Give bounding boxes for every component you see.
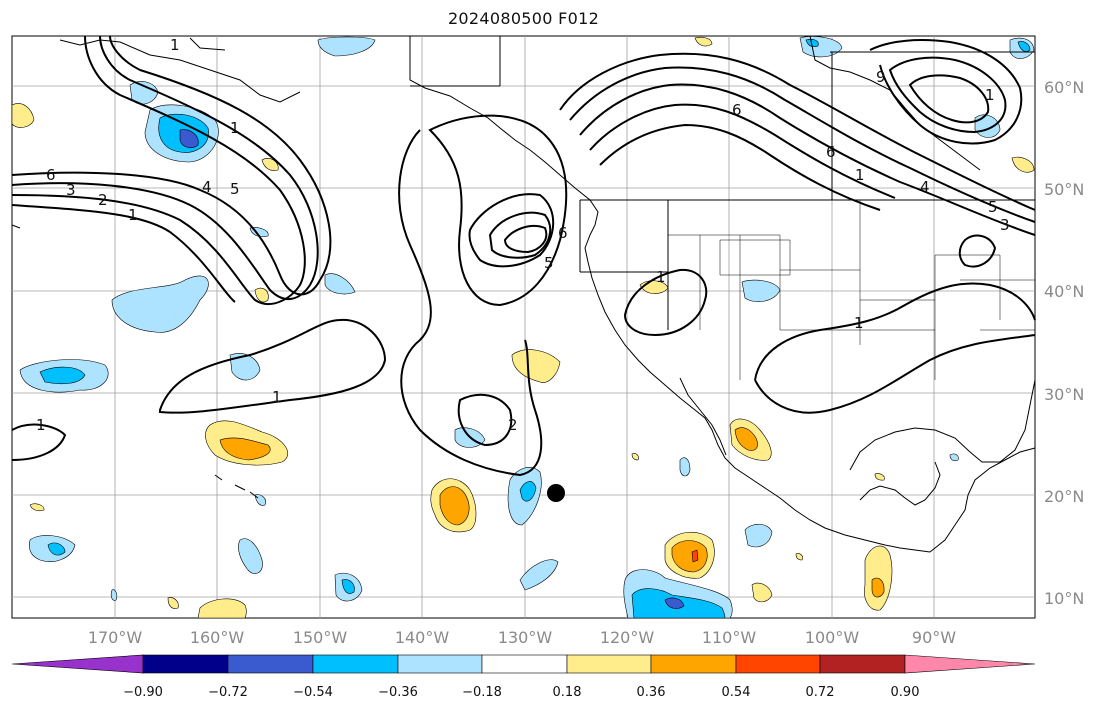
contour-label: 6 [46, 166, 56, 184]
colorbar-swatch [819, 654, 906, 674]
latitude-labels: 60°N 50°N 40°N 30°N 20°N 10°N [1044, 78, 1084, 608]
contour-label: 1 [128, 206, 138, 224]
lon-label: 100°W [805, 628, 860, 647]
lat-label: 50°N [1044, 180, 1084, 199]
colorbar-swatch [481, 654, 568, 674]
colorbar-swatch [650, 654, 737, 674]
coastlines [11, 35, 1036, 553]
colorbar-swatch [11, 654, 144, 674]
lon-label: 130°W [498, 628, 553, 647]
colorbar-swatch [312, 654, 399, 674]
contour-label: 1 [170, 36, 180, 54]
contour-label: 5 [544, 254, 554, 272]
lon-label: 160°W [190, 628, 245, 647]
colorbar-tick: −0.54 [293, 685, 333, 700]
colorbar-swatch [397, 654, 483, 674]
contour-label: 6 [732, 101, 742, 119]
lat-label: 10°N [1044, 589, 1084, 608]
colorbar-ticks: −0.90 −0.72 −0.54 −0.36 −0.18 0.18 0.36 … [123, 685, 919, 700]
contours [11, 35, 1036, 477]
colorbar-tick: −0.72 [208, 685, 248, 700]
lon-label: 170°W [88, 628, 143, 647]
lon-label: 140°W [395, 628, 450, 647]
state-borders [668, 200, 1035, 380]
lon-label: 90°W [912, 628, 956, 647]
contour-label: 2 [98, 191, 108, 209]
graticule [12, 36, 1035, 618]
contour-label: 4 [202, 178, 212, 196]
colorbar-swatch [227, 654, 314, 674]
contour-label: 4 [920, 178, 930, 196]
colorbar-swatch [142, 654, 229, 674]
contour-label: 9 [876, 68, 886, 86]
colorbar-tick: 0.90 [891, 685, 920, 700]
lat-label: 60°N [1044, 78, 1084, 97]
colorbar-tick: 0.36 [637, 685, 666, 700]
lon-label: 150°W [293, 628, 348, 647]
contour-label: 3 [66, 181, 76, 199]
colorbar-tick: 0.72 [806, 685, 835, 700]
contour-label: 1 [985, 86, 995, 104]
contour-label: 1 [855, 166, 865, 184]
colorbar-tick: −0.18 [462, 685, 502, 700]
colorbar [11, 654, 1036, 674]
colorbar-swatch [566, 654, 652, 674]
contour-label: 2 [508, 416, 518, 434]
longitude-labels: 170°W 160°W 150°W 140°W 130°W 120°W 110°… [88, 628, 956, 647]
contour-label: 6 [826, 143, 836, 161]
lat-label: 30°N [1044, 385, 1084, 404]
contour-label: 6 [558, 224, 568, 242]
contour-label: 1 [272, 388, 282, 406]
lon-label: 110°W [702, 628, 757, 647]
contour-label: 5 [230, 180, 240, 198]
colorbar-swatch [735, 654, 821, 674]
lat-label: 20°N [1044, 487, 1084, 506]
contour-label: 1 [656, 268, 666, 286]
contour-label: 1 [36, 416, 46, 434]
colorbar-tick: −0.90 [123, 685, 163, 700]
contour-label: 1 [230, 119, 240, 137]
colorbar-tick: −0.36 [378, 685, 418, 700]
lat-label: 40°N [1044, 282, 1084, 301]
colorbar-tick: 0.54 [722, 685, 751, 700]
colorbar-swatch [904, 654, 1036, 674]
map-title: 2024080500 F012 [447, 9, 600, 28]
location-marker [547, 484, 565, 502]
colorbar-tick: 0.18 [553, 685, 582, 700]
contour-label: 5 [988, 198, 998, 216]
lon-label: 120°W [600, 628, 655, 647]
contour-labels: 1 1 2 3 4 5 6 1 1 1 2 5 6 1 1 6 4 5 3 1 … [36, 36, 1010, 434]
contour-label: 3 [1000, 216, 1010, 234]
contour-label: 1 [854, 314, 864, 332]
